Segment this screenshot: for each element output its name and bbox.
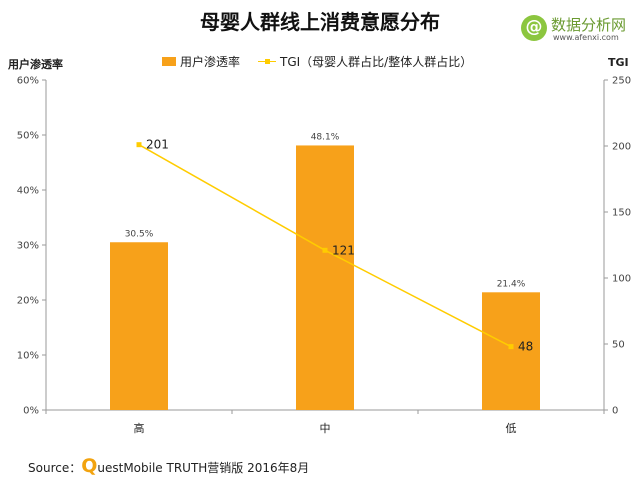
source-text: uestMobile TRUTH营销版 2016年8月 — [97, 461, 310, 475]
right-tick-label: 0 — [612, 406, 618, 417]
bar-penetration — [110, 242, 168, 410]
logo-name: 数据分析网 — [551, 16, 627, 34]
tgi-point — [136, 142, 142, 148]
legend-label-penetration: 用户渗透率 — [180, 54, 241, 69]
tgi-point — [322, 247, 328, 253]
left-tick-label: 20% — [17, 296, 39, 307]
x-category-label: 高 — [134, 421, 145, 435]
tgi-value-label: 201 — [146, 138, 169, 152]
afenxi-logo: @ 数据分析网 www.afenxi.com — [521, 12, 633, 46]
left-tick-label: 50% — [17, 131, 39, 142]
right-tick-label: 150 — [612, 208, 631, 219]
legend-label-tgi: TGI（母婴人群占比/整体人群占比） — [280, 54, 473, 69]
x-category-label: 中 — [320, 422, 331, 435]
source-note: Source：QuestMobile TRUTH营销版 2016年8月 — [28, 455, 309, 477]
left-tick-label: 40% — [17, 186, 39, 197]
legend-item-tgi: TGI（母婴人群占比/整体人群占比） — [258, 53, 472, 70]
right-tick-label: 250 — [612, 76, 631, 87]
legend-bar-swatch — [162, 56, 176, 66]
left-tick-label: 10% — [17, 351, 39, 362]
left-tick-label: 30% — [17, 241, 39, 252]
left-axis-title: 用户渗透率 — [8, 58, 63, 71]
right-tick-label: 100 — [612, 274, 631, 285]
logo-at-icon: @ — [521, 15, 547, 41]
right-tick-label: 50 — [612, 340, 625, 351]
right-tick-label: 200 — [612, 142, 631, 153]
chart-legend: 用户渗透率 TGI（母婴人群占比/整体人群占比） — [162, 53, 490, 69]
bar-penetration — [296, 145, 354, 410]
questmobile-q-mark: Q — [81, 455, 98, 477]
bar-value-label: 48.1% — [311, 132, 340, 142]
bar-value-label: 30.5% — [125, 229, 154, 239]
legend-line-swatch — [258, 57, 277, 66]
chart-title: 母婴人群线上消费意愿分布 — [200, 10, 440, 34]
bar-value-label: 21.4% — [497, 279, 526, 289]
tgi-value-label: 48 — [518, 340, 533, 354]
bar-penetration — [482, 292, 540, 410]
tgi-point — [508, 344, 514, 350]
tgi-value-label: 121 — [332, 243, 355, 257]
source-prefix: Source： — [28, 461, 82, 475]
left-tick-label: 0% — [23, 406, 39, 417]
x-category-label: 低 — [506, 422, 517, 435]
left-tick-label: 60% — [17, 76, 39, 87]
legend-item-penetration: 用户渗透率 — [162, 53, 240, 70]
right-axis-title: TGI — [608, 56, 629, 69]
logo-url: www.afenxi.com — [553, 33, 619, 42]
